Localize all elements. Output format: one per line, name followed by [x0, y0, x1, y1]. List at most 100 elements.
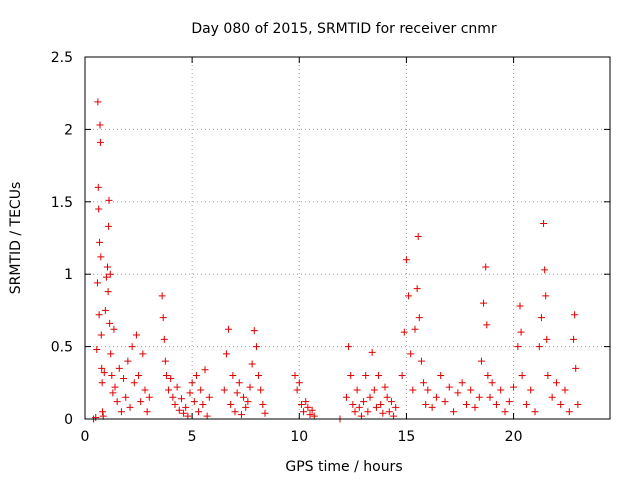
- data-point: [100, 369, 108, 377]
- data-point: [387, 398, 395, 406]
- data-point: [130, 379, 138, 387]
- data-point: [522, 401, 530, 409]
- data-points: [90, 98, 582, 423]
- data-point: [355, 403, 363, 411]
- data-point: [169, 393, 177, 401]
- data-point: [484, 372, 492, 380]
- data-point: [98, 364, 106, 372]
- data-point: [561, 386, 569, 394]
- data-point: [385, 408, 393, 416]
- data-point: [342, 393, 350, 401]
- x-tick-label: 5: [188, 429, 197, 445]
- data-point: [235, 379, 243, 387]
- data-point: [407, 350, 415, 358]
- data-point: [159, 314, 167, 322]
- data-point: [220, 386, 228, 394]
- data-point: [233, 389, 241, 397]
- data-point: [197, 386, 205, 394]
- data-point: [441, 398, 449, 406]
- grid-lines: [85, 57, 610, 419]
- data-point: [370, 386, 378, 394]
- x-tick-label: 10: [290, 429, 308, 445]
- data-point: [177, 395, 185, 403]
- data-point: [445, 383, 453, 391]
- data-point: [420, 379, 428, 387]
- data-point: [535, 343, 543, 351]
- data-point: [392, 403, 400, 411]
- data-point: [162, 372, 170, 380]
- data-point: [106, 319, 114, 327]
- data-point: [574, 401, 582, 409]
- data-point: [248, 360, 256, 368]
- data-point: [108, 372, 116, 380]
- data-point: [349, 401, 357, 409]
- data-point: [310, 412, 318, 420]
- data-point: [572, 364, 580, 372]
- data-point: [381, 383, 389, 391]
- data-point: [531, 408, 539, 416]
- data-point: [514, 343, 522, 351]
- data-point: [304, 403, 312, 411]
- data-point: [411, 325, 419, 333]
- data-point: [95, 205, 103, 213]
- data-point: [415, 314, 423, 322]
- data-point: [308, 406, 316, 414]
- axis-ticks: [84, 56, 610, 420]
- data-point: [255, 372, 263, 380]
- data-point: [231, 408, 239, 416]
- data-point: [99, 412, 107, 420]
- data-point: [161, 357, 169, 365]
- data-point: [486, 393, 494, 401]
- data-point: [527, 386, 535, 394]
- data-point: [345, 343, 353, 351]
- data-point: [357, 412, 365, 420]
- data-point: [557, 401, 565, 409]
- data-point: [128, 343, 136, 351]
- data-point: [99, 408, 107, 416]
- data-point: [261, 409, 269, 417]
- data-point: [542, 292, 550, 300]
- data-point: [458, 379, 466, 387]
- data-point: [548, 393, 556, 401]
- data-point: [516, 302, 524, 310]
- y-tick-label: 2.5: [51, 50, 73, 66]
- data-point: [101, 306, 109, 314]
- data-point: [437, 372, 445, 380]
- data-point: [409, 386, 417, 394]
- data-point: [351, 408, 359, 416]
- data-point: [104, 288, 112, 296]
- data-point: [462, 401, 470, 409]
- data-point: [379, 409, 387, 417]
- data-point: [96, 121, 104, 129]
- data-point: [471, 403, 479, 411]
- data-point: [477, 357, 485, 365]
- data-point: [184, 412, 192, 420]
- data-point: [180, 409, 188, 417]
- data-point: [293, 386, 301, 394]
- data-point: [186, 389, 194, 397]
- data-point: [362, 372, 370, 380]
- data-point: [225, 325, 233, 333]
- data-point: [167, 374, 175, 382]
- data-point: [505, 398, 513, 406]
- data-point: [405, 292, 413, 300]
- data-point: [141, 386, 149, 394]
- data-point: [366, 393, 374, 401]
- data-point: [244, 398, 252, 406]
- data-point: [291, 372, 299, 380]
- data-point: [132, 331, 140, 339]
- data-point: [158, 292, 166, 300]
- data-point: [120, 374, 128, 382]
- data-point: [222, 350, 230, 358]
- data-point: [237, 411, 245, 419]
- x-tick-label: 0: [81, 429, 90, 445]
- data-point: [517, 328, 525, 336]
- data-point: [113, 398, 121, 406]
- data-point: [454, 389, 462, 397]
- data-point: [105, 222, 113, 230]
- data-point: [302, 398, 310, 406]
- data-point: [117, 408, 125, 416]
- data-point: [105, 196, 113, 204]
- data-point: [107, 350, 115, 358]
- data-point: [480, 299, 488, 307]
